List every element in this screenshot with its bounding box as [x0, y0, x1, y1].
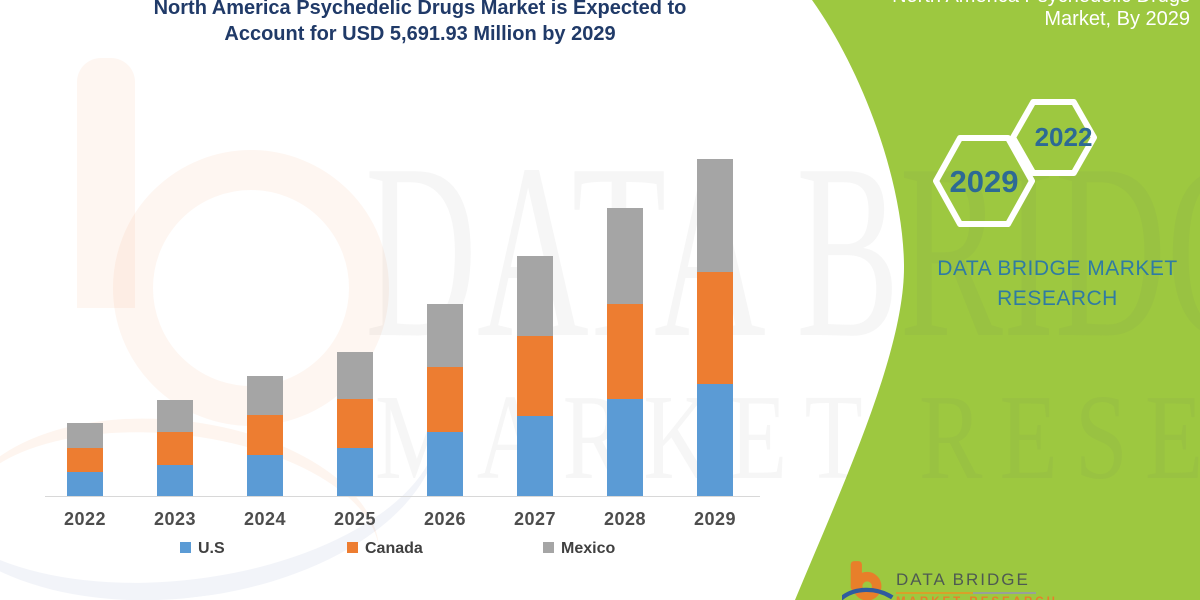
- chart-title-line1: North America Psychedelic Drugs Market i…: [153, 0, 687, 19]
- bar-segment-us-2024: [247, 455, 283, 496]
- bar-2022: [67, 151, 103, 496]
- legend-label: Canada: [365, 540, 423, 557]
- footer-brand-rule: [896, 592, 1036, 594]
- x-tick-2024: 2024: [243, 509, 287, 529]
- legend-label: U.S: [198, 540, 225, 557]
- footer-brand-subtitle: MARKET RESEARCH: [896, 596, 1058, 600]
- bar-segment-canada-2028: [607, 303, 643, 400]
- bar-segment-mexico-2022: [67, 423, 103, 449]
- hexagon-2029-icon: [933, 135, 1035, 227]
- bar-2024: [247, 151, 283, 496]
- panel-brand-line2: RESEARCH: [997, 287, 1118, 310]
- bar-segment-canada-2023: [157, 432, 193, 466]
- x-tick-2025: 2025: [333, 509, 377, 529]
- panel-caption: North America Psychedelic Drugs Market, …: [892, 0, 1190, 31]
- legend-swatch-icon: [543, 542, 554, 553]
- bar-segment-mexico-2025: [337, 351, 373, 400]
- x-tick-2023: 2023: [153, 509, 197, 529]
- hexagon-2029-label: 2029: [950, 164, 1019, 199]
- legend-swatch-icon: [347, 542, 358, 553]
- legend: U.S Canada Mexico: [45, 540, 760, 562]
- panel-brand-line1: DATA BRIDGE MARKET: [937, 257, 1178, 280]
- footer-brand-name: DATA BRIDGE: [896, 570, 1030, 589]
- bar-2029: [697, 151, 733, 496]
- panel-caption-line1: North America Psychedelic Drugs: [892, 0, 1190, 8]
- x-tick-2027: 2027: [513, 509, 557, 529]
- legend-swatch-icon: [180, 542, 191, 553]
- x-tick-2028: 2028: [603, 509, 647, 529]
- bar-2023: [157, 151, 193, 496]
- bar-segment-us-2023: [157, 465, 193, 496]
- bar-2025: [337, 151, 373, 496]
- bar-2028: [607, 151, 643, 496]
- bar-segment-mexico-2024: [247, 376, 283, 416]
- hexagon-2022-icon: [1010, 99, 1097, 176]
- bar-segment-canada-2027: [517, 336, 553, 417]
- panel-brand: DATA BRIDGE MARKET RESEARCH: [930, 254, 1185, 314]
- bar-segment-canada-2022: [67, 448, 103, 473]
- bar-segment-mexico-2023: [157, 400, 193, 433]
- bar-segment-mexico-2027: [517, 255, 553, 337]
- bar-segment-us-2029: [697, 383, 733, 496]
- hexagon-badges: 2022 2029: [933, 99, 1097, 227]
- bar-segment-us-2027: [517, 416, 553, 496]
- bar-2027: [517, 151, 553, 496]
- hexagon-2022-label: 2022: [1035, 122, 1093, 152]
- green-panel-shape: [795, 0, 1200, 600]
- legend-item-mexico: Mexico: [543, 540, 615, 558]
- legend-item-canada: Canada: [347, 540, 423, 558]
- bar-2026: [427, 151, 463, 496]
- footer-logo-b-icon: [838, 561, 894, 600]
- panel-caption-line2: Market, By 2029: [1044, 8, 1190, 30]
- bar-segment-mexico-2028: [607, 207, 643, 304]
- bar-segment-us-2025: [337, 448, 373, 496]
- bar-segment-us-2026: [427, 432, 463, 496]
- bar-segment-canada-2025: [337, 399, 373, 449]
- x-tick-2022: 2022: [63, 509, 107, 529]
- footer-logo: DATA BRIDGE MARKET RESEARCH: [838, 561, 1062, 600]
- plot-area: U.S Canada Mexico 2022 2023 2024 2025 2026 2027…: [45, 151, 760, 557]
- bar-segment-canada-2026: [427, 367, 463, 433]
- bar-segment-us-2022: [67, 472, 103, 496]
- x-axis-line: [45, 496, 760, 497]
- x-tick-2029: 2029: [693, 509, 737, 529]
- x-tick-2026: 2026: [423, 509, 467, 529]
- bar-segment-canada-2024: [247, 415, 283, 456]
- legend-item-us: U.S: [180, 540, 225, 558]
- chart-title-line2: Account for USD 5,691.93 Million by 2029: [224, 23, 616, 45]
- bar-segment-mexico-2026: [427, 304, 463, 368]
- legend-label: Mexico: [561, 540, 616, 557]
- bar-segment-canada-2029: [697, 271, 733, 384]
- chart-title: North America Psychedelic Drugs Market i…: [60, 0, 780, 47]
- bar-segment-us-2028: [607, 399, 643, 496]
- bar-segment-mexico-2029: [697, 159, 733, 272]
